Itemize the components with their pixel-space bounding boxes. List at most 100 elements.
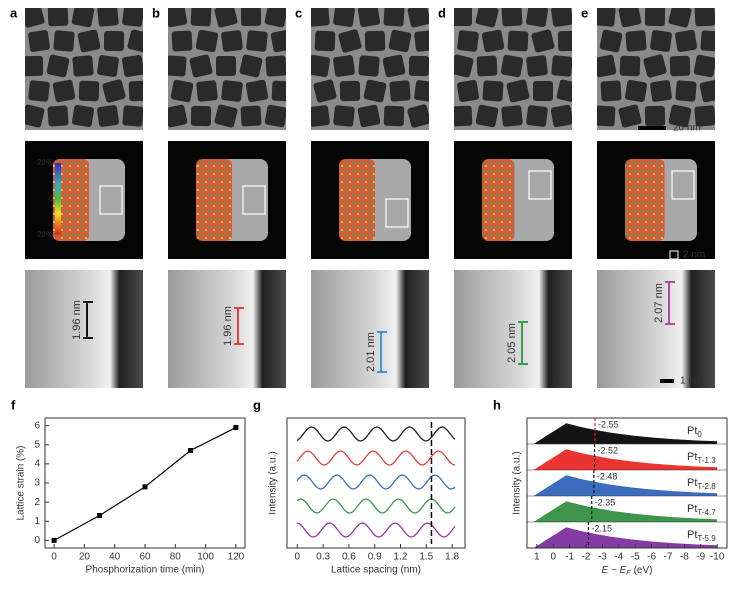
nanocube bbox=[551, 55, 572, 77]
nanocube bbox=[246, 30, 268, 52]
dos-area bbox=[533, 501, 718, 522]
nanocube bbox=[382, 54, 406, 78]
intensity-profile bbox=[296, 426, 456, 442]
nanocube bbox=[643, 54, 667, 78]
nanocube bbox=[333, 55, 355, 77]
strain-map bbox=[53, 159, 89, 241]
series-subscript: T-2.8 bbox=[697, 482, 716, 491]
scale-bar bbox=[669, 250, 679, 260]
panel-label: h bbox=[493, 397, 501, 412]
nanocube bbox=[557, 30, 572, 52]
nanocube bbox=[389, 80, 411, 102]
nanocube bbox=[240, 105, 262, 127]
nanocube bbox=[675, 80, 697, 102]
x-tick-label: 1.2 bbox=[394, 552, 408, 563]
x-axis-label-sub: F bbox=[626, 570, 631, 577]
nanocube bbox=[28, 30, 50, 52]
nanocube bbox=[271, 80, 286, 102]
nanocube bbox=[168, 104, 188, 128]
nanocube bbox=[128, 80, 143, 102]
nanocube bbox=[311, 8, 330, 27]
nanocube bbox=[102, 79, 126, 103]
series-label: PtT-5.9 bbox=[687, 529, 716, 543]
nanocube bbox=[264, 104, 286, 128]
series-subscript: T-1.3 bbox=[697, 456, 716, 465]
nanocube bbox=[72, 55, 94, 77]
nanocube bbox=[507, 30, 529, 52]
nanocube bbox=[77, 29, 101, 53]
nanocube bbox=[314, 30, 336, 52]
nanocube bbox=[650, 80, 672, 102]
nanocube bbox=[214, 8, 238, 28]
nanocube bbox=[97, 55, 119, 77]
nanocube bbox=[357, 8, 381, 28]
nanocube bbox=[239, 54, 263, 78]
nanocube bbox=[121, 54, 143, 78]
nanocube bbox=[475, 8, 499, 28]
data-point bbox=[233, 425, 239, 431]
nanocube bbox=[482, 80, 504, 102]
nanocube bbox=[531, 29, 555, 53]
nanocube bbox=[694, 105, 715, 127]
nanocube bbox=[388, 29, 412, 53]
nanocube bbox=[311, 54, 331, 78]
nanocube bbox=[47, 8, 69, 27]
nanocube bbox=[700, 30, 715, 52]
y-tick-label: 0 bbox=[34, 535, 40, 546]
nanocube bbox=[668, 104, 692, 128]
y-axis-label: Intensity (a.u.) bbox=[268, 451, 279, 514]
data-point bbox=[51, 537, 57, 543]
intensity-profile bbox=[296, 498, 456, 514]
nanocube bbox=[313, 79, 337, 103]
panel-label: g bbox=[253, 397, 261, 412]
nanocube bbox=[190, 105, 212, 127]
nanocube bbox=[171, 30, 193, 52]
nanocube bbox=[270, 29, 286, 53]
nanocube bbox=[501, 105, 523, 127]
nanocube bbox=[644, 105, 666, 127]
d-band-value: -2.55 bbox=[598, 419, 619, 429]
plot-frame bbox=[286, 417, 466, 549]
nanocube bbox=[46, 54, 70, 78]
panel-label: e bbox=[581, 5, 588, 20]
bracket bbox=[518, 321, 528, 365]
overview-image bbox=[25, 8, 143, 130]
overview-image bbox=[168, 8, 286, 130]
nanocube bbox=[476, 55, 498, 77]
nanocube bbox=[556, 79, 572, 103]
nanocube bbox=[669, 55, 691, 77]
x-tick-label: 0 bbox=[295, 552, 301, 563]
nanocube bbox=[674, 29, 698, 53]
nanocube bbox=[650, 30, 672, 52]
lattice-spacing: 1.96 nm bbox=[222, 306, 234, 346]
nanocube bbox=[668, 8, 692, 28]
bracket bbox=[377, 331, 387, 373]
scale-bar-label: 1 nm bbox=[680, 376, 702, 387]
nanocube bbox=[414, 80, 429, 102]
lattice-image bbox=[597, 270, 715, 388]
nanocube bbox=[47, 105, 69, 127]
nanocube bbox=[624, 79, 648, 103]
nanocube bbox=[196, 80, 218, 102]
nanocube bbox=[526, 55, 548, 77]
nanocube bbox=[127, 29, 143, 53]
strain-map bbox=[482, 159, 515, 241]
data-point bbox=[142, 484, 148, 490]
d-band-value: -2.52 bbox=[598, 445, 619, 455]
colorbar-label: 20% bbox=[37, 230, 53, 239]
nanocube bbox=[383, 8, 405, 27]
nanocube bbox=[506, 79, 530, 103]
nanocube bbox=[97, 105, 119, 127]
nanocube bbox=[625, 30, 647, 52]
x-tick-label: -7 bbox=[664, 552, 673, 563]
nanocube bbox=[533, 81, 553, 101]
y-tick-label: 2 bbox=[34, 497, 40, 508]
intensity-profile bbox=[296, 522, 456, 538]
lattice-spacing: 2.07 nm bbox=[653, 283, 665, 323]
series-name: Pt bbox=[687, 503, 697, 515]
x-tick-label: 80 bbox=[170, 552, 182, 563]
nanocube bbox=[221, 30, 243, 52]
d-band-value: -2.35 bbox=[595, 497, 616, 507]
nanocube bbox=[25, 8, 45, 28]
scale-bar-label: 20 nm bbox=[673, 123, 701, 134]
